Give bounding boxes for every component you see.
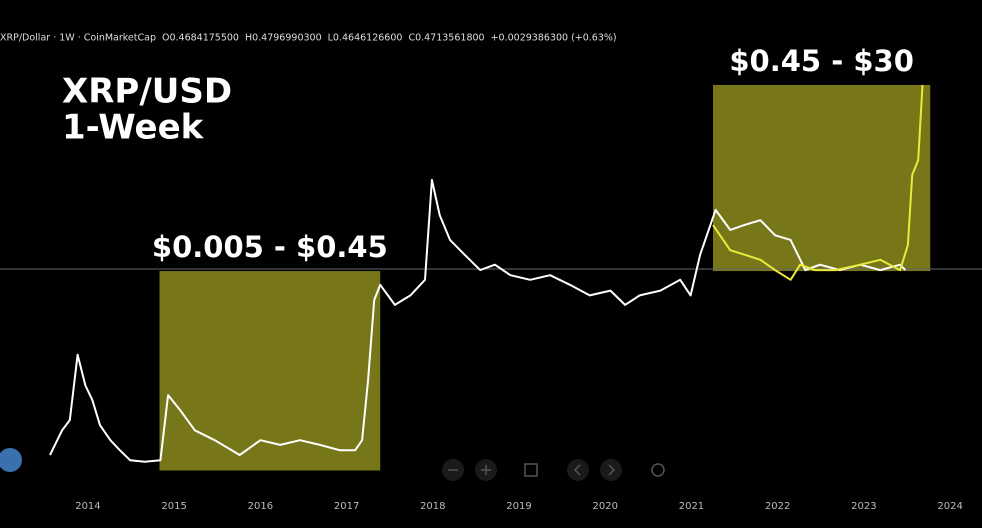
header-text: L0.4646126600	[328, 33, 403, 44]
highlight-label: $0.005 - $0.45	[152, 230, 388, 264]
x-tick-label: 2024	[937, 501, 962, 512]
icon	[573, 464, 581, 476]
highlight-box	[159, 271, 381, 471]
x-tick-label: 2022	[765, 501, 790, 512]
scroll-left-button[interactable]	[567, 459, 589, 481]
fit-button[interactable]	[524, 463, 538, 477]
x-tick-label: 2017	[334, 501, 359, 512]
header-text: O0.4684175500	[162, 33, 239, 44]
price-line-series	[712, 84, 924, 281]
chart-subtitle: 1-Week	[62, 108, 205, 148]
logo-button[interactable]	[0, 448, 22, 472]
x-tick-label: 2021	[679, 501, 704, 512]
highlight-box	[713, 84, 931, 272]
x-tick-label: 2020	[593, 501, 618, 512]
x-tick-label: 2019	[506, 501, 531, 512]
toolbar	[442, 459, 665, 481]
header-text: +0.0029386300 (+0.63%)	[491, 33, 617, 44]
price-line-series	[49, 178, 907, 463]
plot: $0.005 - $0.45 $0.45 - $30 2014 2015 2016 201…	[0, 33, 982, 512]
header-text: XRP/Dollar · 1W · CoinMarketCap	[0, 33, 156, 44]
scroll-right-button[interactable]	[600, 459, 622, 481]
x-tick-label: 2016	[248, 501, 273, 512]
x-tick-label: 2015	[161, 501, 186, 512]
icon	[608, 464, 616, 476]
x-tick-label: 2023	[851, 501, 876, 512]
x-tick-label: 2014	[75, 501, 100, 512]
header-text: C0.4713561800	[408, 33, 484, 44]
highlight-label: $0.45 - $30	[729, 44, 914, 78]
reset-button[interactable]	[651, 463, 665, 477]
header-text: H0.4796990300	[245, 33, 322, 44]
x-tick-label: 2018	[420, 501, 445, 512]
chart-title: XRP/USD	[62, 72, 232, 112]
